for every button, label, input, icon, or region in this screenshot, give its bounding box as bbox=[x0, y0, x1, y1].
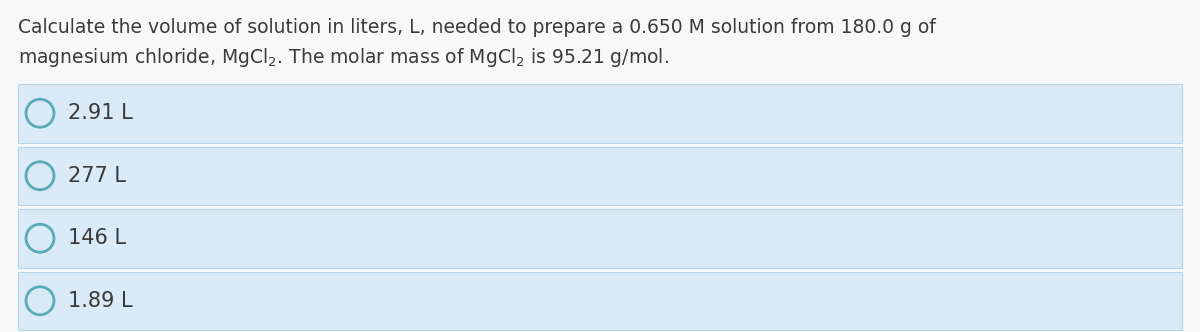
Bar bbox=[18, 146, 1182, 205]
Bar bbox=[18, 84, 1182, 142]
Text: 277 L: 277 L bbox=[68, 166, 126, 186]
Text: magnesium chloride, MgCl$_2$. The molar mass of MgCl$_2$ is 95.21 g/mol.: magnesium chloride, MgCl$_2$. The molar … bbox=[18, 46, 668, 69]
Text: 146 L: 146 L bbox=[68, 228, 126, 248]
Bar bbox=[18, 209, 1182, 268]
Text: 1.89 L: 1.89 L bbox=[68, 291, 133, 311]
Bar bbox=[18, 272, 1182, 330]
Text: 2.91 L: 2.91 L bbox=[68, 103, 133, 123]
Text: Calculate the volume of solution in liters, L, needed to prepare a 0.650 M solut: Calculate the volume of solution in lite… bbox=[18, 18, 936, 37]
